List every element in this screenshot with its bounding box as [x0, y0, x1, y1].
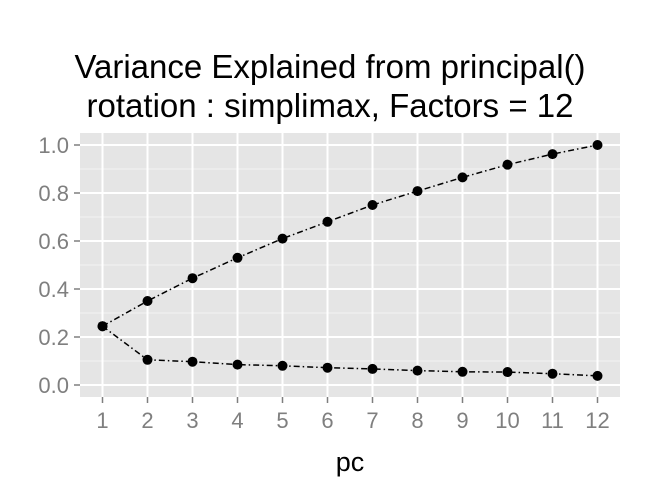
x-axis-title: pc [336, 447, 365, 477]
series-layer [97, 140, 603, 381]
data-point [322, 216, 333, 227]
data-point [367, 363, 378, 374]
series-line-2 [102, 325, 598, 377]
data-point [232, 252, 243, 263]
data-point [412, 186, 423, 197]
x-tick-label: 6 [321, 408, 333, 433]
data-point [547, 368, 558, 379]
data-point [502, 367, 513, 378]
data-point [547, 149, 558, 160]
x-tick-label: 5 [276, 408, 288, 433]
data-point [412, 365, 423, 376]
x-tick-label: 2 [141, 408, 153, 433]
x-tick-label: 8 [411, 408, 423, 433]
x-tick-label: 7 [366, 408, 378, 433]
x-tick-label: 4 [231, 408, 243, 433]
y-tick-label: 0.8 [38, 181, 69, 206]
x-tick-label: 11 [541, 408, 564, 433]
major-grid [80, 133, 620, 397]
data-point [457, 366, 468, 377]
minor-grid [80, 168, 620, 362]
data-point [592, 140, 603, 150]
data-point [142, 354, 153, 365]
x-tick-label: 3 [186, 408, 198, 433]
y-tick-label: 1.0 [38, 133, 69, 158]
data-point [322, 362, 333, 373]
chart-title: Variance Explained from principal() [74, 48, 586, 85]
data-point [277, 360, 288, 371]
data-point [457, 172, 468, 183]
y-tick-label: 0.6 [38, 229, 69, 254]
chart-subtitle: rotation : simplimax, Factors = 12 [86, 87, 574, 124]
series-line-1 [102, 144, 598, 327]
x-tick-label: 10 [495, 408, 519, 433]
x-tick-label: 9 [456, 408, 468, 433]
x-tick-label: 12 [585, 408, 609, 433]
x-tick-label: 1 [96, 408, 108, 433]
data-point [277, 233, 288, 244]
data-point [142, 296, 153, 306]
data-point [592, 370, 603, 381]
data-point [367, 200, 378, 210]
y-tick-label: 0.2 [38, 325, 69, 350]
data-point [187, 356, 198, 367]
data-point [232, 359, 243, 370]
data-point [97, 321, 108, 332]
axes-layer: 0.00.20.40.60.81.01 2 3 4 5 6 7 8 9 10 11 12 [38, 133, 609, 433]
data-point [502, 159, 513, 170]
y-tick-label: 0.4 [38, 277, 69, 302]
y-tick-label: 0.0 [38, 373, 69, 398]
data-point [187, 273, 198, 284]
